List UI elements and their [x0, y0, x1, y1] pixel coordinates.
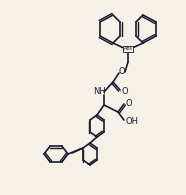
Text: NH: NH	[94, 88, 106, 97]
Text: O: O	[122, 87, 129, 96]
Text: OH: OH	[126, 116, 139, 126]
Text: O: O	[126, 98, 133, 107]
Text: O: O	[119, 67, 125, 76]
Text: Abs: Abs	[124, 46, 132, 51]
